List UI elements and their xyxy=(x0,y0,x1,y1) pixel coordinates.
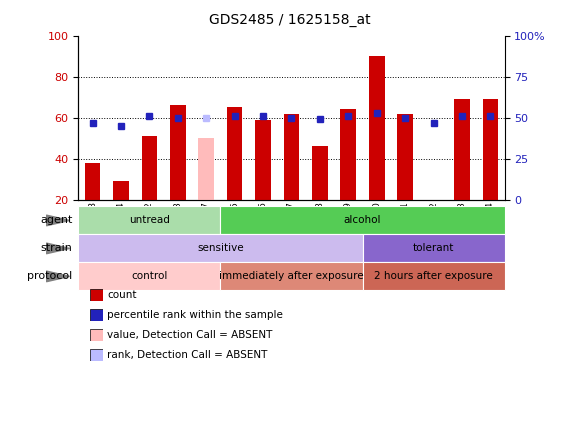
Bar xyxy=(113,181,129,200)
Bar xyxy=(170,105,186,200)
Text: control: control xyxy=(131,271,168,281)
Text: GDS2485 / 1625158_at: GDS2485 / 1625158_at xyxy=(209,13,371,28)
Text: tolerant: tolerant xyxy=(413,243,454,254)
Bar xyxy=(255,120,271,200)
Bar xyxy=(227,107,242,200)
Bar xyxy=(369,56,385,200)
Text: value, Detection Call = ABSENT: value, Detection Call = ABSENT xyxy=(107,330,273,340)
Bar xyxy=(362,234,505,262)
Polygon shape xyxy=(46,215,70,226)
Bar xyxy=(397,114,413,200)
Bar xyxy=(78,262,220,290)
Text: strain: strain xyxy=(41,243,72,254)
Bar xyxy=(340,109,356,200)
Text: untread: untread xyxy=(129,215,170,226)
Text: sensitive: sensitive xyxy=(197,243,244,254)
Bar xyxy=(78,206,220,234)
Bar xyxy=(284,114,299,200)
Bar xyxy=(220,262,362,290)
Bar xyxy=(78,234,362,262)
Bar xyxy=(85,163,100,200)
Bar xyxy=(454,99,470,200)
Bar xyxy=(362,262,505,290)
Text: count: count xyxy=(107,290,137,300)
Polygon shape xyxy=(46,271,70,282)
Text: alcohol: alcohol xyxy=(344,215,381,226)
Bar xyxy=(142,136,157,200)
Text: agent: agent xyxy=(40,215,72,226)
Bar xyxy=(312,147,328,200)
Bar xyxy=(198,138,214,200)
Bar xyxy=(220,206,505,234)
Polygon shape xyxy=(46,243,70,254)
Text: 2 hours after exposure: 2 hours after exposure xyxy=(374,271,493,281)
Text: protocol: protocol xyxy=(27,271,72,281)
Text: immediately after exposure: immediately after exposure xyxy=(219,271,364,281)
Text: percentile rank within the sample: percentile rank within the sample xyxy=(107,310,283,320)
Bar xyxy=(483,99,498,200)
Text: rank, Detection Call = ABSENT: rank, Detection Call = ABSENT xyxy=(107,350,268,360)
